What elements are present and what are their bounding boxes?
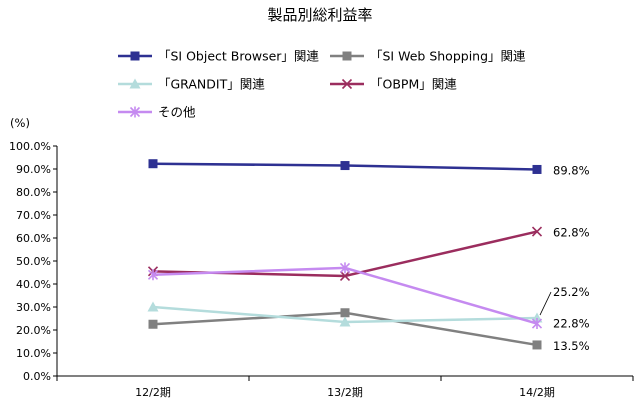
y-tick-label: 90.0%: [16, 163, 51, 176]
y-tick-label: 10.0%: [16, 347, 51, 360]
legend-label: 「GRANDIT」関連: [158, 77, 265, 92]
data-label: 89.8%: [553, 163, 590, 177]
data-point: [147, 301, 159, 312]
data-label: 22.8%: [553, 317, 590, 331]
data-point: [532, 164, 542, 174]
y-tick-label: 50.0%: [16, 255, 51, 268]
x-tick-label: 13/2期: [327, 386, 363, 399]
data-point: [148, 319, 158, 329]
legend-item: 「GRANDIT」関連: [118, 77, 265, 92]
y-tick-label: 20.0%: [16, 324, 51, 337]
data-point: [339, 270, 351, 282]
legend-label: 「SI Web Shopping」関連: [370, 49, 526, 64]
y-tick-label: 60.0%: [16, 232, 51, 245]
legend-item: 「SI Object Browser」関連: [118, 49, 319, 64]
y-unit-label: (%): [10, 116, 30, 130]
data-point: [147, 269, 159, 281]
chart-legend: 「SI Object Browser」関連 「SI Web Shopping」関連…: [118, 49, 526, 120]
data-point: [148, 159, 158, 169]
y-tick-label: 100.0%: [9, 140, 51, 153]
data-point: [340, 161, 350, 171]
data-point: [339, 316, 351, 327]
series: 89.8%: [148, 159, 590, 177]
chart-axes: 0.0% 10.0% 20.0% 30.0% 40.0% 50.0% 60.0% 70.0% 8…: [9, 140, 634, 399]
series: 22.8%: [147, 262, 590, 331]
chart-plot-area: 89.8% 13.5% 25.2% 62.8% 22.8%: [147, 159, 590, 353]
data-point: [339, 262, 351, 274]
data-point: [340, 308, 350, 318]
chart-title: 製品別総利益率: [267, 6, 372, 24]
legend-marker-icon: [341, 78, 353, 90]
legend-marker-icon: [129, 106, 141, 118]
series: 13.5%: [148, 308, 590, 353]
x-tick-label: 12/2期: [135, 386, 171, 399]
y-tick-label: 30.0%: [16, 301, 51, 314]
data-point: [531, 318, 543, 330]
legend-marker-icon: [342, 51, 352, 61]
legend-item: 「SI Web Shopping」関連: [330, 49, 526, 64]
legend-item: 「OBPM」関連: [330, 77, 457, 92]
legend-label: 「OBPM」関連: [370, 77, 457, 92]
x-tick-label: 14/2期: [519, 386, 555, 399]
series: 25.2%: [147, 285, 590, 327]
y-tick-label: 40.0%: [16, 278, 51, 291]
legend-item: その他: [118, 105, 196, 120]
data-point: [532, 340, 542, 350]
data-label-leader: [539, 291, 552, 316]
data-label: 25.2%: [553, 285, 590, 299]
data-point: [531, 226, 543, 237]
legend-label: 「SI Object Browser」関連: [158, 49, 319, 64]
data-label: 62.8%: [553, 226, 590, 240]
y-tick-label: 0.0%: [23, 370, 51, 383]
legend-marker-icon: [130, 51, 140, 61]
legend-marker-icon: [129, 78, 141, 89]
y-tick-label: 70.0%: [16, 209, 51, 222]
y-tick-label: 80.0%: [16, 186, 51, 199]
data-label: 13.5%: [553, 339, 590, 353]
legend-label: その他: [158, 105, 196, 120]
